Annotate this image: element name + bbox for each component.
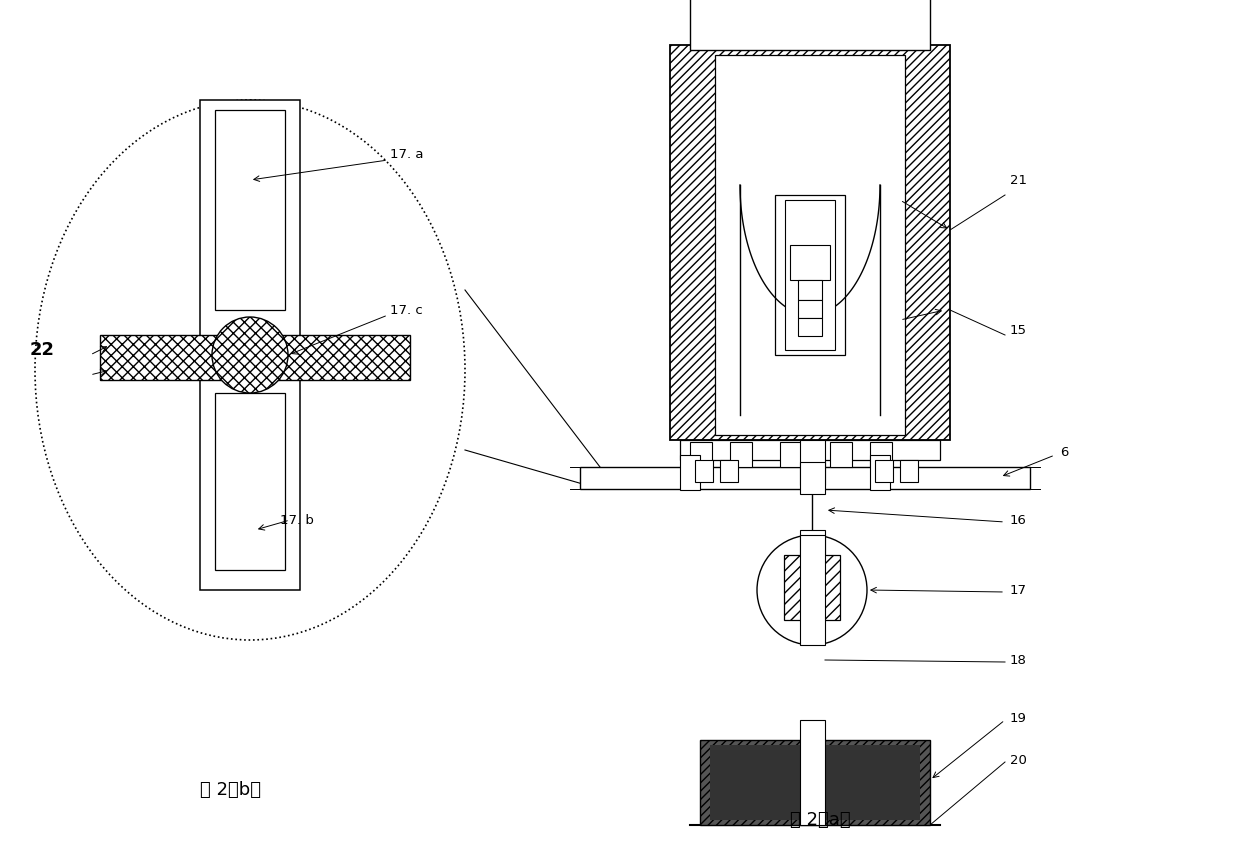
Bar xyxy=(800,535,825,645)
Bar xyxy=(790,245,830,280)
Bar xyxy=(100,335,410,380)
Bar xyxy=(775,195,844,355)
Bar xyxy=(730,442,751,467)
Bar xyxy=(694,460,713,482)
Bar xyxy=(800,720,825,825)
Bar xyxy=(800,440,825,485)
Bar xyxy=(720,460,738,482)
Bar xyxy=(689,0,930,50)
Bar xyxy=(785,200,835,350)
Bar xyxy=(715,55,905,435)
Text: 图 2（b）: 图 2（b） xyxy=(200,781,260,799)
Text: 22: 22 xyxy=(30,341,55,359)
Bar xyxy=(215,110,285,310)
Bar xyxy=(580,467,1030,489)
Text: 19: 19 xyxy=(1011,711,1027,724)
Bar xyxy=(800,462,825,494)
Bar xyxy=(870,455,890,490)
Bar xyxy=(711,745,920,820)
Text: 15: 15 xyxy=(1011,323,1027,337)
Text: 16: 16 xyxy=(1011,514,1027,526)
Bar xyxy=(215,393,285,570)
Text: 图 2（a）: 图 2（a） xyxy=(790,811,851,829)
Bar xyxy=(680,440,940,460)
Ellipse shape xyxy=(35,100,465,640)
Bar xyxy=(680,455,701,490)
Bar xyxy=(780,442,802,467)
Bar xyxy=(799,280,822,300)
Text: 21: 21 xyxy=(1011,173,1027,186)
Text: 17: 17 xyxy=(1011,584,1027,596)
Bar xyxy=(875,460,893,482)
Text: 17. b: 17. b xyxy=(280,514,314,526)
Bar xyxy=(800,530,825,590)
Bar xyxy=(784,555,839,620)
Bar xyxy=(799,318,822,336)
Bar xyxy=(870,442,892,467)
Text: 6: 6 xyxy=(1060,447,1069,459)
Bar xyxy=(701,740,930,825)
Text: 20: 20 xyxy=(1011,754,1027,766)
Circle shape xyxy=(756,535,867,645)
Text: 17. a: 17. a xyxy=(391,149,424,162)
Bar xyxy=(900,460,918,482)
Text: 17. c: 17. c xyxy=(391,304,423,316)
Bar xyxy=(830,442,852,467)
Bar xyxy=(670,45,950,440)
Bar xyxy=(799,300,822,318)
Text: 18: 18 xyxy=(1011,653,1027,667)
Bar xyxy=(200,100,300,590)
Circle shape xyxy=(212,317,288,393)
Bar xyxy=(689,442,712,467)
